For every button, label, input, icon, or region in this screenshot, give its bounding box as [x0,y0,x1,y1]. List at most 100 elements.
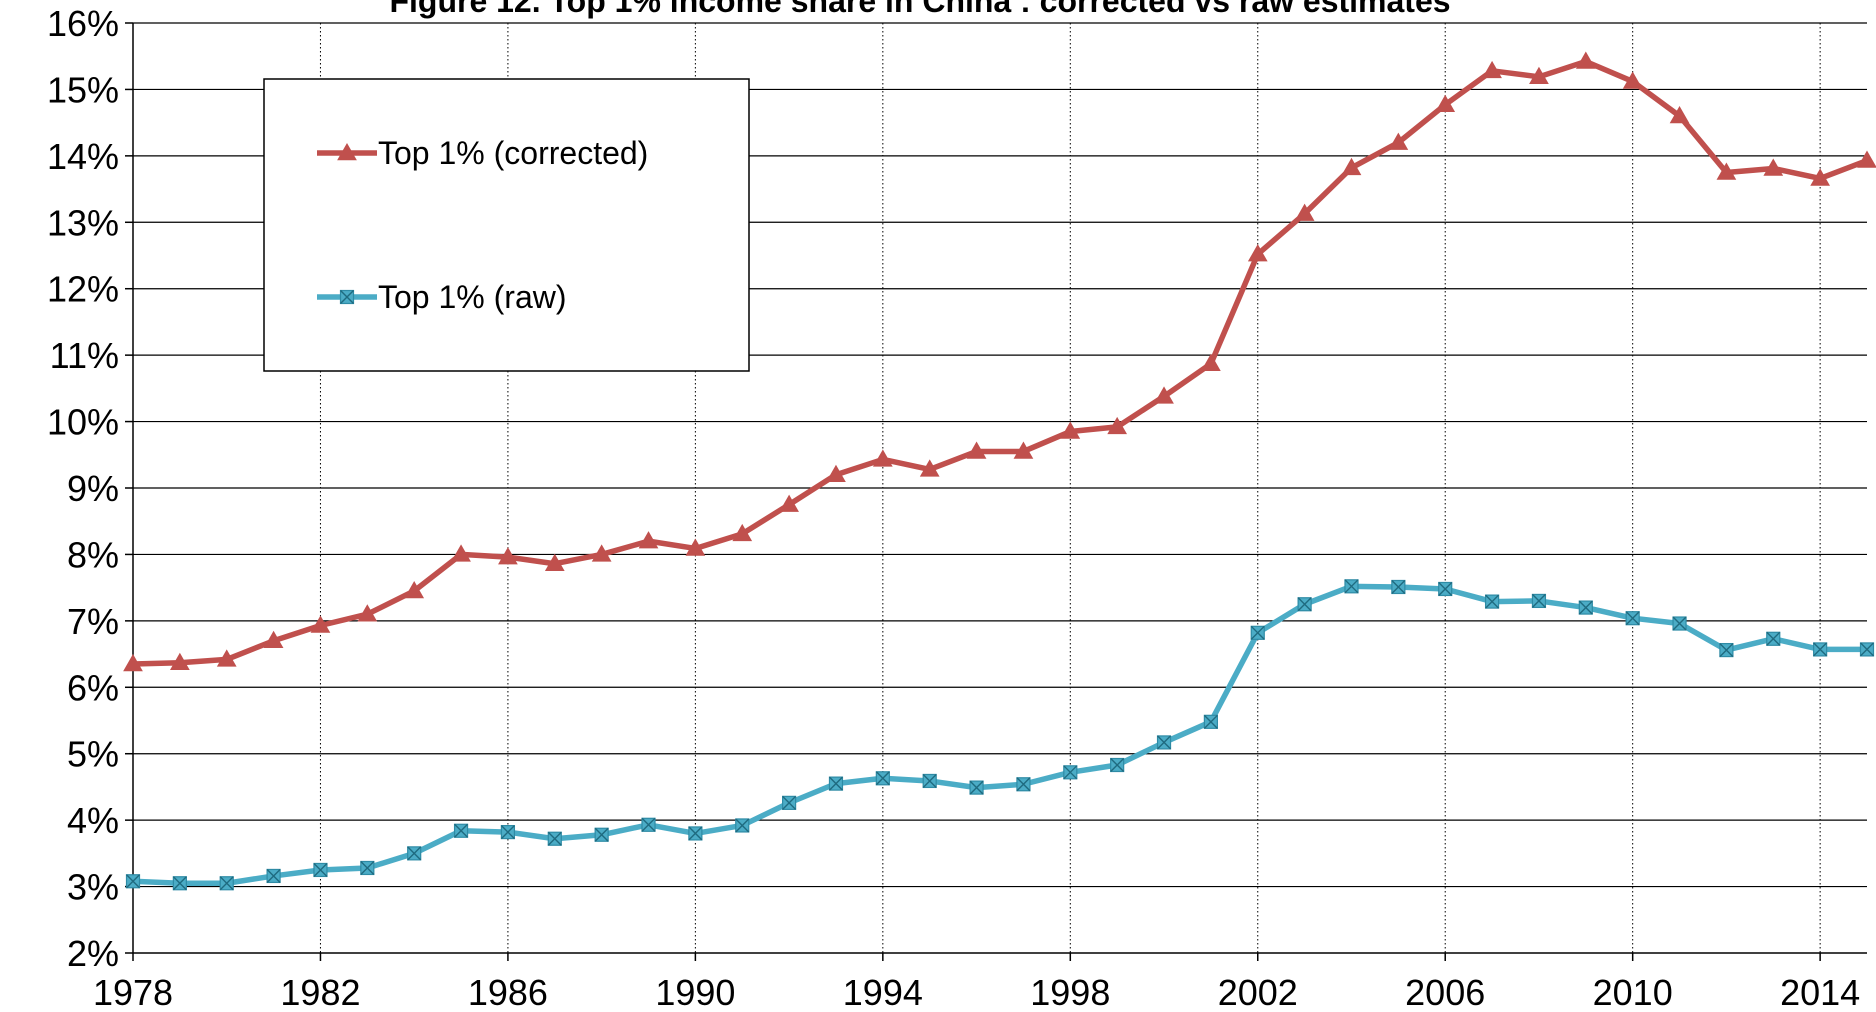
data-point [453,823,469,838]
y-tick-label: 11% [50,335,119,376]
data-point [1203,714,1218,729]
legend: Top 1% (corrected) Top 1% (raw) [263,78,750,372]
x-tick-label: 2002 [1218,972,1298,1012]
data-point [216,649,237,667]
data-point [872,449,893,467]
data-point-cross [1672,616,1687,631]
data-point [1857,150,1876,168]
data-point-cross [1297,597,1312,612]
data-point [1154,386,1174,404]
y-tick-label: 12% [47,269,119,310]
data-point-cross [1344,579,1359,594]
data-point [922,773,937,789]
tick-labels: 2% 3% 4% 5% 6% 7% 8% 9% 10% 11% 12% 13% 14% 15% 16% 197… [47,3,1860,1012]
data-point-cross [547,831,562,846]
data-point [1669,105,1690,124]
data-point-cross [1438,581,1453,596]
data-point-cross [454,823,469,838]
data-point [170,652,190,670]
x-tick-label: 1986 [468,972,548,1012]
data-point [1575,51,1596,69]
y-tick-label: 15% [47,69,119,110]
data-point [782,795,797,810]
data-point-cross [266,868,281,883]
legend-item: Top 1% (raw) [317,279,567,315]
data-point [172,876,187,891]
series-raw [125,579,1875,891]
data-point-cross [688,826,703,841]
data-point [1859,642,1875,657]
data-point-cross [360,860,375,875]
series-corrected [123,51,1876,672]
data-point [1482,60,1502,79]
data-point [779,494,799,512]
data-point-cross [219,876,234,891]
data-point-cross [594,827,609,842]
data-point [407,846,422,861]
data-point [1391,579,1406,595]
series-line [132,583,1867,886]
data-point [1719,642,1734,658]
x-tick-label: 1990 [655,972,735,1012]
data-point [1438,581,1453,597]
data-point-cross [1391,579,1406,594]
data-point-cross [641,817,656,832]
data-point [594,827,609,842]
data-point [339,289,355,305]
data-point [500,824,516,840]
data-point [826,464,846,482]
data-point-cross [1110,758,1125,773]
data-point [875,771,890,786]
y-tick-label: 13% [47,202,119,243]
data-point [1810,168,1830,186]
data-point-cross [1578,600,1593,615]
data-point [1341,157,1362,176]
data-point-cross [1813,642,1828,657]
data-point [828,776,844,791]
data-point-cross [735,818,750,833]
axes [125,22,1867,961]
y-tick-label: 3% [67,867,119,908]
x-tick-label: 1982 [280,972,360,1012]
data-point [123,654,143,672]
data-point [1250,625,1265,640]
data-point-cross [1719,643,1734,658]
y-tick-label: 7% [67,601,119,642]
data-point [1156,735,1172,750]
data-point [1484,594,1500,609]
data-point [313,862,328,878]
data-point [1016,777,1031,792]
data-point [125,874,141,889]
y-tick-label: 16% [47,3,119,44]
data-point-cross [1531,593,1546,608]
data-point-cross [1203,714,1218,729]
data-point [1063,765,1078,780]
data-point [1813,642,1828,657]
data-point [1625,611,1640,626]
data-point-cross [1016,777,1031,792]
data-point-cross [172,876,187,891]
data-point [1060,421,1081,439]
legend-label: Top 1% (raw) [378,279,567,315]
data-point [263,630,284,649]
data-point [969,780,984,795]
data-point-cross [407,846,422,861]
x-tick-label: 2010 [1593,972,1673,1012]
data-point [1294,203,1315,221]
data-point [219,876,234,891]
data-point-cross [828,776,843,791]
data-point [266,868,281,884]
series-line [132,58,1868,667]
data-point [688,826,703,841]
data-point-cross [1860,642,1874,657]
y-tick-label: 14% [47,136,119,177]
data-point [1107,416,1128,435]
y-tick-label: 9% [67,468,119,509]
data-point-cross [313,862,328,877]
x-tick-label: 1994 [843,972,923,1012]
data-point-cross [922,773,937,788]
data-point [685,538,706,556]
legend-item: Top 1% (corrected) [317,135,648,171]
data-point [1716,162,1737,180]
